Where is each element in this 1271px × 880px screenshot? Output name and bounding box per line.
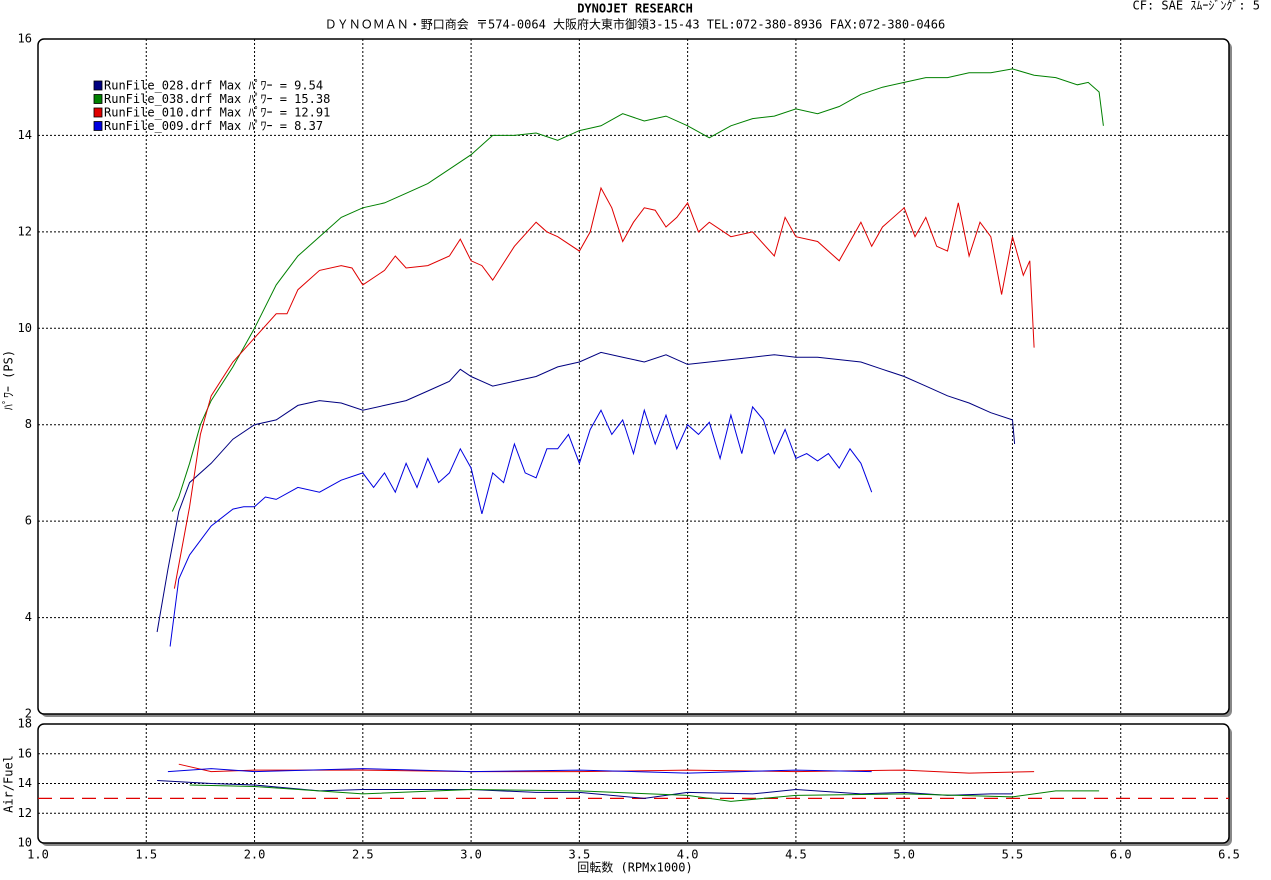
y-tick-label: 4 [25, 610, 32, 624]
y-tick-label: 6 [25, 514, 32, 528]
y-tick-label: 10 [18, 836, 32, 850]
x-tick-label: 2.0 [244, 848, 266, 862]
x-tick-label: 1.0 [27, 848, 49, 862]
y-tick-label: 8 [25, 417, 32, 431]
legend-label: RunFile_028.drf Max ﾊﾟﾜｰ = 9.54 [104, 79, 323, 93]
legend-swatch [93, 94, 103, 104]
plot-area [37, 38, 1230, 715]
line-series [189, 784, 1100, 802]
x-tick-label: 3.5 [569, 848, 591, 862]
legend-swatch [93, 107, 103, 118]
y-axis-label: Air/Fuel [2, 755, 16, 813]
y-tick-label: 12 [18, 224, 32, 238]
annotation: CF: SAE ｽﾑｰｼﾞﾝｸﾞ: 5 [1133, 0, 1260, 13]
line-series [157, 780, 1013, 799]
x-tick-label: 6.5 [1218, 848, 1240, 862]
x-axis-label: 回転数 (RPMx1000) [577, 860, 692, 875]
y-axis-label: ﾊﾟﾜｰ (PS) [2, 350, 16, 410]
chart-title: DYNOJET RESEARCH [577, 2, 693, 16]
legend-swatch [93, 121, 103, 131]
x-tick-label: 4.5 [785, 848, 807, 862]
x-tick-label: 5.0 [893, 848, 915, 862]
y-tick-label: 16 [18, 32, 32, 46]
y-tick-label: 14 [18, 128, 32, 142]
legend-label: RunFile_010.drf Max ﾊﾟﾜｰ = 12.91 [104, 106, 330, 120]
x-tick-label: 3.0 [460, 848, 482, 862]
x-tick-label: 6.0 [1110, 848, 1132, 862]
line-series [173, 186, 1035, 589]
line-series [169, 405, 873, 647]
legend-label: RunFile_038.drf Max ﾊﾟﾜｰ = 15.38 [104, 92, 330, 106]
chart-subtitle: ＤＹＮＯＭＡＮ・野口商会 〒574-0064 大阪府大東市御領3-15-43 T… [325, 17, 945, 32]
y-tick-label: 12 [18, 806, 32, 820]
y-tick-label: 2 [25, 707, 32, 721]
y-tick-label: 18 [18, 717, 32, 731]
x-tick-label: 4.0 [677, 848, 699, 862]
legend-swatch [93, 80, 103, 91]
line-series [156, 351, 1016, 633]
x-tick-label: 2.5 [352, 848, 374, 862]
y-tick-label: 16 [18, 746, 32, 760]
line-series [167, 768, 872, 774]
x-tick-label: 1.5 [135, 848, 157, 862]
x-tick-label: 5.5 [1002, 848, 1024, 862]
y-tick-label: 14 [18, 776, 32, 790]
legend-label: RunFile_009.drf Max ﾊﾟﾜｰ = 8.37 [104, 119, 323, 133]
y-tick-label: 10 [18, 321, 32, 335]
line-series [171, 68, 1104, 512]
